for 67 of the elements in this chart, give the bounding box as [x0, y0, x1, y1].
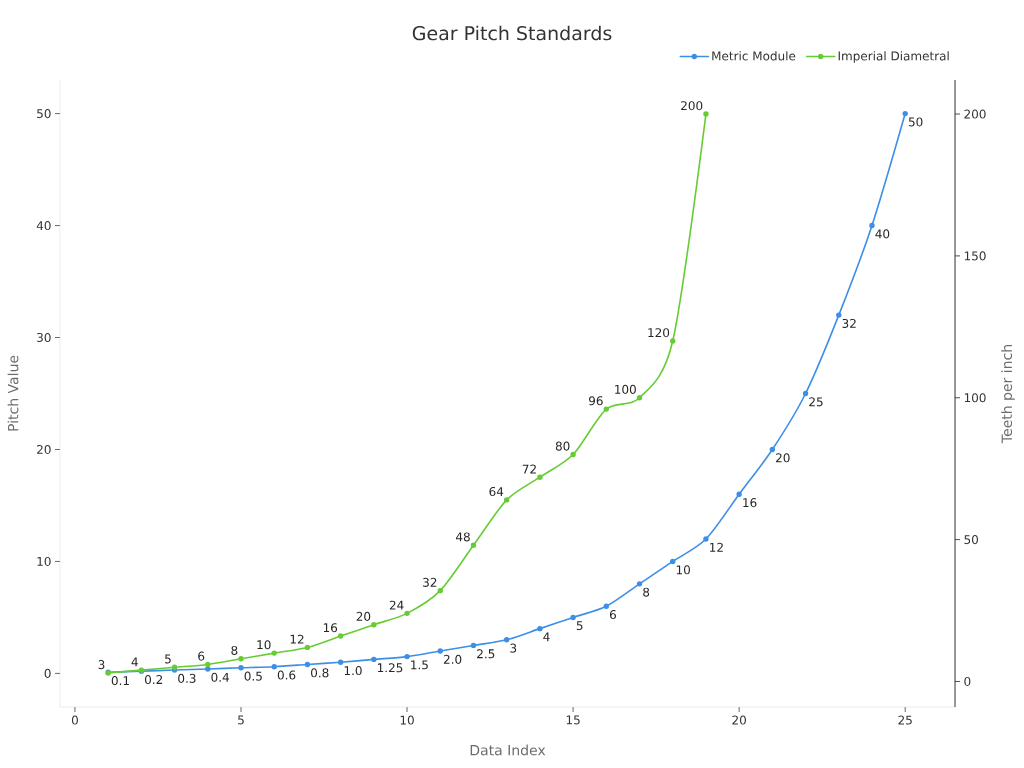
y-tick-label: 30	[37, 332, 51, 343]
x-tick-label: 10	[400, 715, 414, 725]
y-tick-label: 0	[44, 668, 51, 678]
data-label: 20	[776, 453, 790, 463]
data-label: 0.1	[111, 676, 129, 686]
data-label: 0.4	[211, 672, 229, 682]
legend-label: Imperial Diametral	[838, 51, 949, 63]
data-label: 0.6	[277, 670, 296, 680]
chart-title: Gear Pitch Standards	[412, 25, 612, 41]
y2-tick-label: 50	[964, 535, 979, 545]
data-label: 4	[543, 632, 550, 642]
data-label: 12	[290, 634, 304, 644]
data-label: 5	[165, 654, 171, 664]
data-label: 200	[681, 101, 703, 111]
data-label: 96	[588, 396, 603, 406]
data-label: 50	[908, 117, 923, 127]
y-tick-label: 50	[37, 109, 51, 119]
data-label: 16	[323, 623, 338, 633]
data-label: 24	[389, 600, 404, 610]
data-label: 1.5	[411, 660, 428, 670]
y-tick-label: 40	[36, 221, 51, 231]
data-label: 80	[555, 441, 570, 451]
data-label: 6	[609, 610, 616, 620]
y-tick-label: 10	[37, 556, 51, 566]
x-tick-label: 25	[898, 715, 912, 725]
x-tick-label: 5	[238, 715, 244, 725]
data-label: 20	[356, 611, 371, 621]
data-label: 32	[423, 577, 437, 587]
y2-tick-label: 150	[964, 251, 986, 261]
data-label: 16	[743, 498, 757, 508]
data-label: 64	[489, 487, 504, 497]
y2-tick-label: 200	[964, 109, 986, 119]
data-label: 40	[875, 229, 890, 239]
data-label: 8	[643, 587, 650, 597]
x-tick-label: 0	[71, 715, 78, 725]
y-tick-label: 20	[37, 444, 51, 455]
x-tick-label: 15	[566, 715, 580, 725]
y-axis-title: Pitch Value	[7, 355, 19, 431]
y2-tick-label: 100	[964, 393, 986, 403]
data-label: 72	[522, 464, 536, 474]
legend-label: Metric Module	[712, 51, 796, 61]
data-label: 12	[710, 542, 723, 552]
data-label: 3	[510, 643, 517, 653]
data-label: 48	[455, 532, 470, 542]
x-axis-title: Data Index	[470, 744, 546, 756]
data-label: 120	[648, 328, 670, 338]
data-label: 1.0	[344, 666, 362, 676]
x-tick-label: 20	[732, 715, 746, 725]
data-label: 0.2	[144, 674, 163, 685]
data-label: 32	[842, 318, 856, 328]
data-label: 10	[676, 565, 690, 575]
data-label: 2.5	[477, 649, 495, 659]
y2-axis-title: Teeth per inch	[1001, 345, 1015, 444]
data-label: 8	[231, 645, 238, 655]
data-label: 2.0	[443, 654, 462, 664]
data-label: 1.25	[377, 663, 403, 673]
data-label: 0.8	[311, 668, 329, 678]
y2-tick-label: 0	[964, 676, 971, 686]
data-label: 5	[576, 621, 583, 631]
data-label: 100	[615, 384, 636, 394]
data-label: 3	[98, 660, 105, 670]
data-label: 4	[131, 657, 138, 667]
data-label: 25	[809, 397, 823, 407]
data-label: 0.5	[244, 671, 262, 681]
data-label: 0.3	[178, 673, 196, 683]
data-label: 6	[198, 651, 205, 661]
data-label: 10	[257, 640, 271, 650]
